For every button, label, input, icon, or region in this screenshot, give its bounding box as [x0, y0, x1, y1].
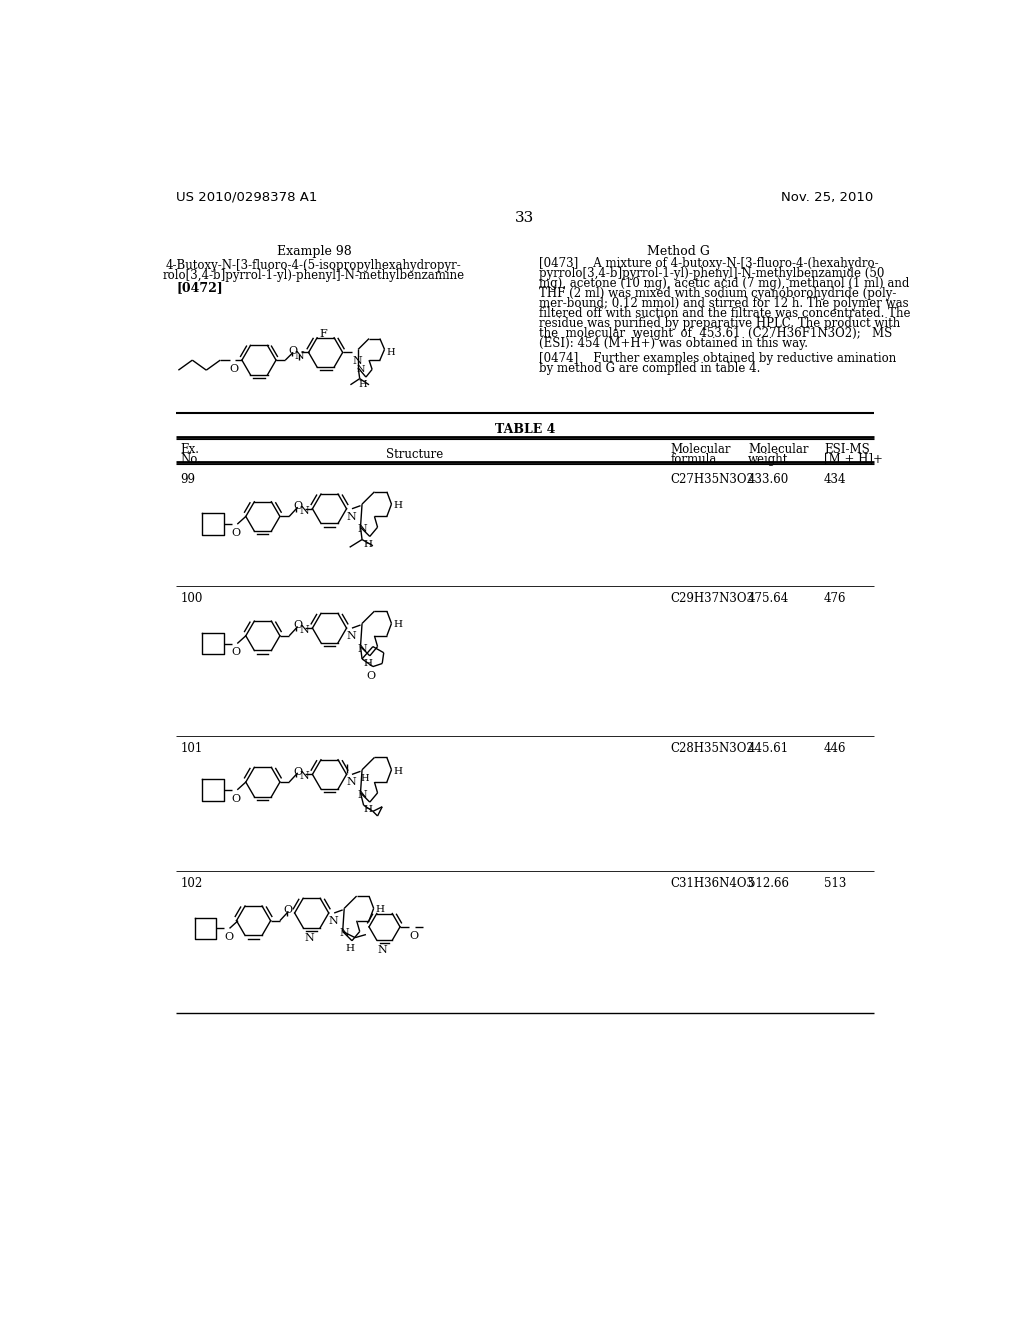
Text: O: O [410, 931, 419, 941]
Text: formula: formula [671, 453, 717, 466]
Text: O: O [293, 767, 302, 776]
Text: N: N [340, 928, 349, 939]
Text: O: O [367, 671, 376, 681]
Text: 434: 434 [824, 473, 847, 486]
Text: 101: 101 [180, 742, 203, 755]
Text: H: H [358, 380, 368, 389]
Text: THF (2 ml) was mixed with sodium cyanoborohydride (poly-: THF (2 ml) was mixed with sodium cyanobo… [539, 286, 896, 300]
Text: C31H36N4O3: C31H36N4O3 [671, 876, 755, 890]
Text: H: H [360, 775, 369, 783]
Text: N: N [304, 933, 314, 942]
Text: H: H [393, 620, 402, 630]
Text: No.: No. [180, 453, 202, 466]
Text: H: H [364, 540, 373, 549]
Text: F: F [319, 330, 328, 339]
Text: the  molecular  weight  of  453.61  (C27H36F1N3O2);   MS: the molecular weight of 453.61 (C27H36F1… [539, 327, 892, 341]
Text: mg), acetone (10 mg), acetic acid (7 mg), methanol (1 ml) and: mg), acetone (10 mg), acetic acid (7 mg)… [539, 277, 909, 290]
Text: 476: 476 [824, 591, 847, 605]
Text: 4-Butoxy-N-[3-fluoro-4-(5-isopropylhexahydropyr-: 4-Butoxy-N-[3-fluoro-4-(5-isopropylhexah… [166, 259, 462, 272]
Text: rolo[3,4-b]pyrrol-1-yl)-phenyl]-N-methylbenzamine: rolo[3,4-b]pyrrol-1-yl)-phenyl]-N-methyl… [163, 268, 465, 281]
Text: H: H [364, 659, 373, 668]
Text: 513: 513 [824, 876, 846, 890]
Text: Example 98: Example 98 [276, 244, 351, 257]
Text: 102: 102 [180, 876, 203, 890]
Text: 475.64: 475.64 [748, 591, 790, 605]
Text: N: N [346, 631, 356, 642]
Text: N: N [329, 916, 339, 927]
Text: Ex.: Ex. [180, 444, 200, 457]
Text: O: O [284, 906, 293, 915]
Text: TABLE 4: TABLE 4 [495, 424, 555, 437]
Text: H: H [346, 944, 355, 953]
Text: 99: 99 [180, 473, 196, 486]
Text: N: N [295, 351, 304, 360]
Text: H: H [375, 906, 384, 915]
Text: N: N [299, 771, 309, 781]
Text: ESI-MS: ESI-MS [824, 444, 869, 457]
Text: mer-bound; 0.12 mmol) and stirred for 12 h. The polymer was: mer-bound; 0.12 mmol) and stirred for 12… [539, 297, 908, 310]
Text: N: N [356, 364, 366, 374]
Text: O: O [293, 620, 302, 631]
Text: O: O [231, 647, 241, 657]
Text: pyrrolo[3,4-b]pyrrol-1-yl)-phenyl]-N-methylbenzamide (50: pyrrolo[3,4-b]pyrrol-1-yl)-phenyl]-N-met… [539, 267, 884, 280]
Text: O: O [231, 528, 241, 539]
Text: O: O [224, 932, 233, 942]
Text: O: O [293, 502, 302, 511]
Text: C27H35N3O2: C27H35N3O2 [671, 473, 755, 486]
Text: H: H [386, 348, 394, 356]
Text: by method G are compiled in table 4.: by method G are compiled in table 4. [539, 363, 760, 375]
Text: N: N [299, 506, 309, 516]
Text: H: H [393, 502, 402, 510]
Text: N: N [357, 644, 368, 653]
Text: N: N [346, 512, 356, 521]
Text: Molecular: Molecular [748, 444, 809, 457]
Text: [0472]: [0472] [176, 281, 223, 294]
Text: 446: 446 [824, 742, 847, 755]
Text: [M + H]+: [M + H]+ [824, 453, 883, 466]
Text: residue was purified by preparative HPLC. The product with: residue was purified by preparative HPLC… [539, 317, 900, 330]
Text: (ESI): 454 (M+H+) was obtained in this way.: (ESI): 454 (M+H+) was obtained in this w… [539, 337, 808, 350]
Text: O: O [231, 793, 241, 804]
Text: [0473]    A mixture of 4-butoxy-N-[3-fluoro-4-(hexahydro-: [0473] A mixture of 4-butoxy-N-[3-fluoro… [539, 257, 879, 271]
Text: [0474]    Further examples obtained by reductive amination: [0474] Further examples obtained by redu… [539, 352, 896, 366]
Text: N: N [357, 524, 368, 535]
Text: O: O [289, 346, 298, 356]
Text: 433.60: 433.60 [748, 473, 790, 486]
Text: 512.66: 512.66 [748, 876, 790, 890]
Text: Method G: Method G [647, 244, 710, 257]
Text: 445.61: 445.61 [748, 742, 790, 755]
Text: 100: 100 [180, 591, 203, 605]
Text: 33: 33 [515, 211, 535, 224]
Text: Nov. 25, 2010: Nov. 25, 2010 [781, 191, 873, 203]
Text: N: N [352, 355, 361, 366]
Text: C28H35N3O2: C28H35N3O2 [671, 742, 755, 755]
Text: N: N [346, 777, 356, 788]
Text: weight: weight [748, 453, 788, 466]
Text: US 2010/0298378 A1: US 2010/0298378 A1 [176, 191, 317, 203]
Text: H: H [393, 767, 402, 776]
Text: Structure: Structure [386, 447, 443, 461]
Text: O: O [229, 364, 239, 374]
Text: N: N [357, 789, 368, 800]
Text: H: H [364, 805, 373, 814]
Text: N: N [299, 626, 309, 635]
Text: C29H37N3O3: C29H37N3O3 [671, 591, 755, 605]
Text: filtered off with suction and the filtrate was concentrated. The: filtered off with suction and the filtra… [539, 308, 910, 319]
Text: Molecular: Molecular [671, 444, 731, 457]
Text: N: N [377, 945, 387, 956]
